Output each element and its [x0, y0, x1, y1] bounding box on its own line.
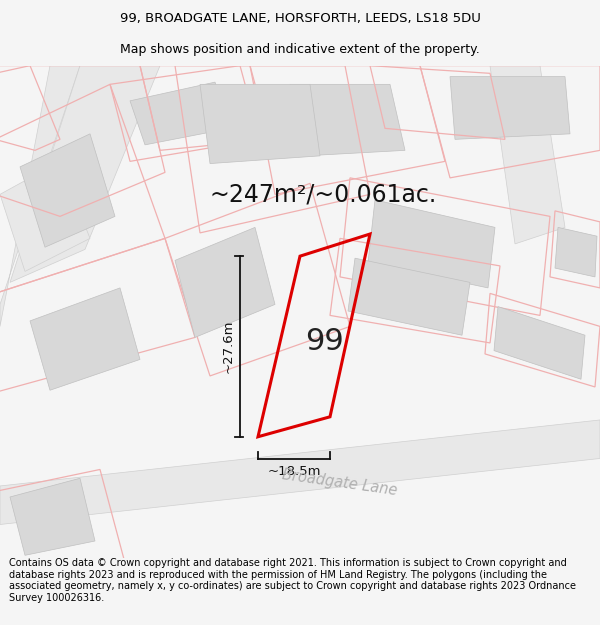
Polygon shape	[368, 200, 495, 288]
Polygon shape	[175, 228, 275, 338]
Polygon shape	[555, 228, 597, 277]
Polygon shape	[490, 66, 565, 244]
Polygon shape	[10, 478, 95, 555]
Polygon shape	[10, 66, 160, 282]
Polygon shape	[30, 288, 140, 390]
Text: Broadgate Lane: Broadgate Lane	[281, 467, 398, 498]
Polygon shape	[200, 84, 320, 164]
Text: Map shows position and indicative extent of the property.: Map shows position and indicative extent…	[120, 42, 480, 56]
Polygon shape	[348, 258, 470, 335]
Text: 99: 99	[305, 327, 344, 356]
Polygon shape	[130, 82, 230, 145]
Polygon shape	[494, 307, 585, 379]
Polygon shape	[290, 84, 405, 156]
Polygon shape	[450, 77, 570, 139]
Text: Contains OS data © Crown copyright and database right 2021. This information is : Contains OS data © Crown copyright and d…	[9, 558, 576, 603]
Text: 99, BROADGATE LANE, HORSFORTH, LEEDS, LS18 5DU: 99, BROADGATE LANE, HORSFORTH, LEEDS, LS…	[119, 12, 481, 25]
Polygon shape	[0, 420, 600, 524]
Text: ~27.6m: ~27.6m	[222, 320, 235, 373]
Text: ~18.5m: ~18.5m	[267, 466, 321, 478]
Text: ~247m²/~0.061ac.: ~247m²/~0.061ac.	[210, 182, 437, 206]
Polygon shape	[20, 134, 115, 248]
Polygon shape	[0, 161, 90, 271]
Polygon shape	[0, 66, 80, 326]
